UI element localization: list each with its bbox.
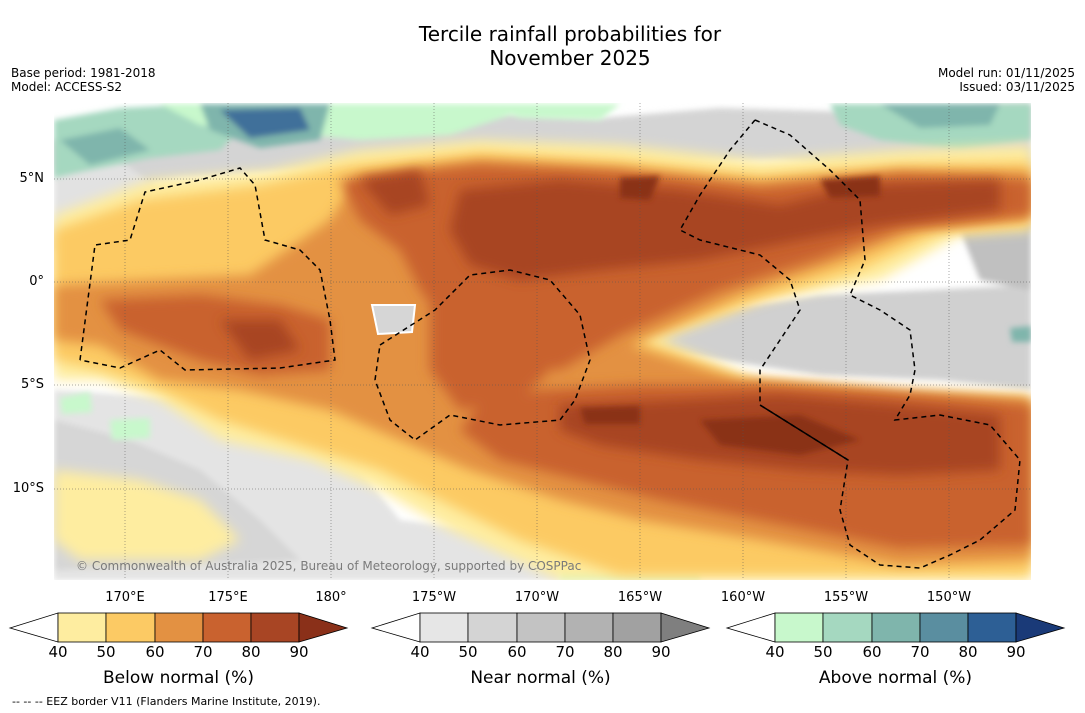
- lat-label-5n: 5°N: [19, 171, 45, 186]
- cbar-above-tick-70: 70: [910, 643, 930, 661]
- meta-right: Model run: 01/11/2025 Issued: 03/11/2025: [938, 66, 1075, 94]
- lon-label-165w: 165°W: [617, 590, 663, 605]
- model-name: Model: ACCESS-S2: [11, 80, 123, 94]
- cbar-above-tick-60: 60: [862, 643, 882, 661]
- graticule: [54, 103, 1031, 580]
- cbar-near-tick-90: 90: [651, 643, 671, 661]
- cbar-near-80-90: [612, 612, 662, 643]
- cbar-near-extend-high: [660, 612, 711, 643]
- lon-label-150w: 150°W: [926, 590, 972, 605]
- eez-phoenix: [374, 269, 591, 441]
- lat-label-5s: 5°S: [20, 377, 44, 392]
- cbar-below-80-90: [250, 612, 300, 643]
- cbar-above-40-50: [774, 612, 824, 643]
- cbar-above-80-90: [967, 612, 1017, 643]
- cbar-near-60-70: [516, 612, 566, 643]
- eez-kiribati-gilbert: [79, 167, 336, 371]
- title-line-2: November 2025: [489, 46, 651, 70]
- cbar-near-tick-50: 50: [458, 643, 478, 661]
- cbar-above-title: Above normal (%): [818, 668, 973, 688]
- cbar-near-tick-70: 70: [555, 643, 575, 661]
- cbar-near-tick-80: 80: [603, 643, 623, 661]
- lon-label-155w: 155°W: [823, 590, 869, 605]
- cbar-near-70-80: [564, 612, 614, 643]
- eez-line-islands: [678, 119, 1021, 569]
- lat-label-0: 0°: [29, 274, 44, 289]
- probability-field: [54, 103, 1031, 580]
- colorbar-near: [370, 612, 711, 643]
- lon-label-170e: 170°E: [105, 590, 145, 605]
- cbar-above-70-80: [919, 612, 969, 643]
- copyright-notice: © Commonwealth of Australia 2025, Bureau…: [76, 559, 582, 573]
- cbar-below-tick-60: 60: [145, 643, 165, 661]
- title-line-1: Tercile rainfall probabilities for: [418, 22, 722, 46]
- cbar-below-tick-40: 40: [48, 643, 68, 661]
- colorbar-above: [725, 612, 1066, 643]
- model-run: Model run: 01/11/2025: [937, 66, 1075, 80]
- cbar-below-extend-high: [298, 612, 349, 643]
- cbar-below-40-50: [57, 612, 107, 643]
- cbar-near-tick-60: 60: [507, 643, 527, 661]
- meta-left: Base period: 1981-2018 Model: ACCESS-S2: [11, 66, 156, 94]
- lon-label-170w: 170°W: [514, 590, 560, 605]
- cbar-below-50-60: [105, 612, 156, 643]
- cbar-below-70-80: [202, 612, 252, 643]
- cbar-near-50-60: [467, 612, 518, 643]
- cbar-above-extend-high: [1015, 612, 1066, 643]
- cbar-below-title: Below normal (%): [103, 668, 254, 688]
- cbar-below-60-70: [154, 612, 204, 643]
- eez-segment: [759, 404, 849, 461]
- issued-date: Issued: 03/11/2025: [959, 80, 1075, 94]
- cbar-below-tick-80: 80: [241, 643, 261, 661]
- cbar-below-tick-70: 70: [193, 643, 213, 661]
- cbar-near-40-50: [419, 612, 469, 643]
- cbar-below-tick-90: 90: [289, 643, 309, 661]
- base-period: Base period: 1981-2018: [11, 66, 156, 80]
- colorbar-below: [8, 612, 349, 643]
- eez-legend-note: -- -- -- EEZ border V11 (Flanders Marine…: [12, 695, 321, 708]
- cbar-above-50-60: [822, 612, 873, 643]
- lon-label-160w: 160°W: [720, 590, 766, 605]
- cbar-near-title: Near normal (%): [470, 668, 611, 688]
- above-normal-regions: [54, 104, 1031, 580]
- cbar-above-tick-80: 80: [958, 643, 978, 661]
- cbar-above-tick-50: 50: [813, 643, 833, 661]
- cbar-above-60-70: [871, 612, 921, 643]
- cbar-near-tick-40: 40: [410, 643, 430, 661]
- map-title: Tercile rainfall probabilities for Novem…: [0, 22, 1085, 70]
- cbar-above-tick-40: 40: [765, 643, 785, 661]
- near-normal-patch: [370, 304, 417, 336]
- lon-label-175e: 175°E: [208, 590, 248, 605]
- lon-label-175w: 175°W: [411, 590, 457, 605]
- lat-label-10s: 10°S: [12, 481, 44, 496]
- cbar-below-tick-50: 50: [96, 643, 116, 661]
- cbar-above-extend-low: [725, 612, 776, 643]
- cbar-near-extend-low: [370, 612, 421, 643]
- eez-borders: [79, 119, 1021, 569]
- cbar-above-tick-90: 90: [1006, 643, 1026, 661]
- cbar-below-extend-low: [8, 612, 59, 643]
- lon-label-180: 180°: [315, 590, 347, 605]
